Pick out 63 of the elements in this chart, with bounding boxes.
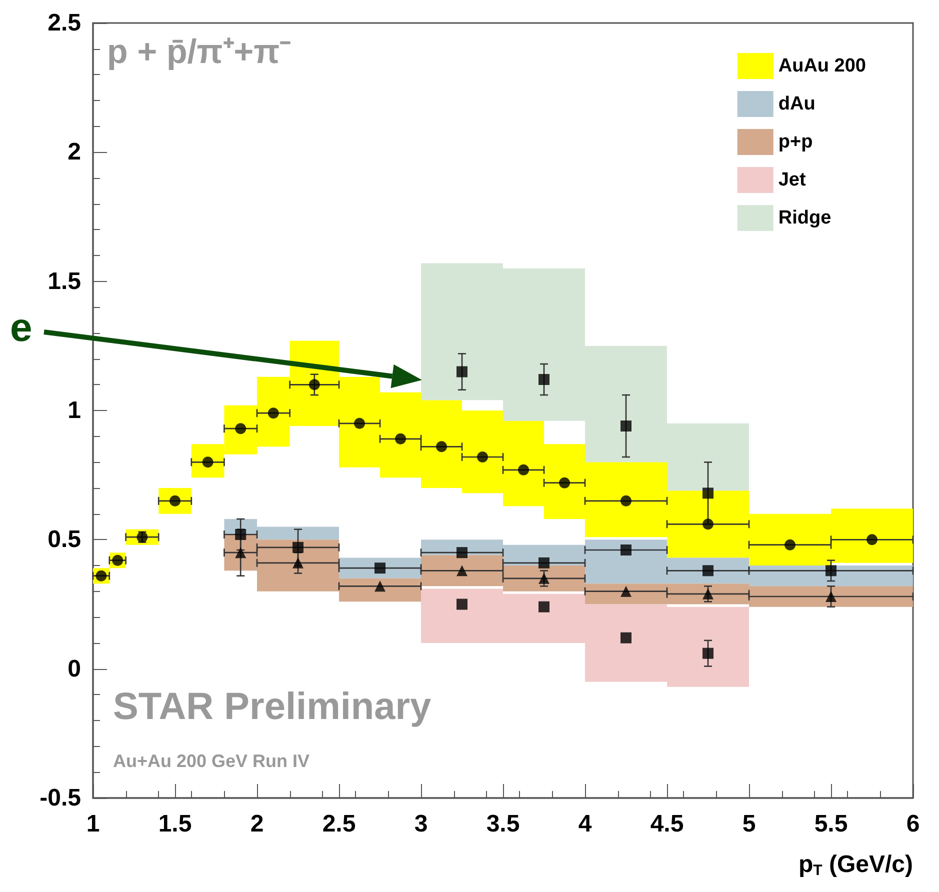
point bbox=[538, 572, 550, 584]
y-tick-label: -0.5 bbox=[40, 784, 81, 812]
annotation: Au+Au 200 GeV Run IV bbox=[113, 751, 310, 771]
x-tick-label: 4.5 bbox=[650, 810, 684, 838]
point bbox=[518, 464, 529, 476]
y-tick-label: 0.5 bbox=[48, 526, 81, 554]
y-tick-label: 2.5 bbox=[48, 10, 81, 36]
point bbox=[395, 433, 406, 444]
point bbox=[702, 588, 714, 600]
point bbox=[620, 495, 632, 506]
x-tick-label: 5.5 bbox=[814, 810, 848, 838]
point bbox=[456, 598, 468, 610]
point bbox=[374, 580, 386, 592]
point bbox=[702, 648, 714, 659]
y-tick-label: 0 bbox=[68, 655, 81, 682]
point bbox=[354, 418, 365, 429]
point bbox=[620, 586, 632, 597]
x-tick-label: 2 bbox=[250, 810, 264, 838]
y-tick-label: 1 bbox=[68, 397, 81, 424]
legend-label: p+p bbox=[778, 132, 813, 152]
x-tick-label: 2.5 bbox=[322, 810, 356, 838]
point bbox=[456, 366, 468, 378]
point bbox=[559, 477, 570, 488]
x-tick-label: 1.5 bbox=[158, 810, 192, 838]
point bbox=[620, 544, 632, 556]
point bbox=[477, 452, 488, 462]
point bbox=[620, 420, 632, 432]
point bbox=[826, 591, 836, 602]
point bbox=[702, 488, 714, 499]
point bbox=[538, 601, 550, 612]
point bbox=[235, 529, 246, 540]
x-tick-label: 3.5 bbox=[486, 810, 520, 838]
point bbox=[538, 374, 550, 385]
point bbox=[702, 565, 714, 576]
text: e bbox=[10, 306, 32, 350]
legend-label: Ridge bbox=[778, 208, 832, 228]
point bbox=[784, 539, 796, 550]
y-tick-label: 1.5 bbox=[48, 268, 81, 295]
x-tick-label: 1 bbox=[86, 810, 100, 838]
point bbox=[866, 534, 878, 546]
x-tick-label: 4 bbox=[578, 810, 592, 838]
point bbox=[308, 379, 320, 390]
x-tick-label: 5 bbox=[742, 810, 756, 838]
legend-label: AuAu 200 bbox=[778, 56, 866, 76]
point bbox=[826, 565, 836, 576]
y-tick-label: 2 bbox=[68, 138, 81, 166]
point bbox=[292, 542, 304, 553]
legend-label: dAu bbox=[778, 94, 816, 114]
point bbox=[702, 518, 714, 530]
point bbox=[292, 557, 304, 568]
point bbox=[235, 423, 246, 434]
annotation: STAR Preliminary bbox=[113, 686, 432, 728]
legend-label: Jet bbox=[778, 170, 806, 190]
point bbox=[374, 562, 386, 574]
x-tick-label: 6 bbox=[906, 810, 920, 838]
point bbox=[436, 441, 447, 452]
point bbox=[456, 565, 468, 576]
point bbox=[456, 547, 468, 558]
x-tick-label: 3 bbox=[414, 810, 428, 838]
point bbox=[620, 632, 632, 644]
point bbox=[268, 408, 279, 419]
chart-title: p + p̄/π⁺+π⁻ bbox=[107, 33, 291, 71]
point bbox=[538, 557, 550, 568]
